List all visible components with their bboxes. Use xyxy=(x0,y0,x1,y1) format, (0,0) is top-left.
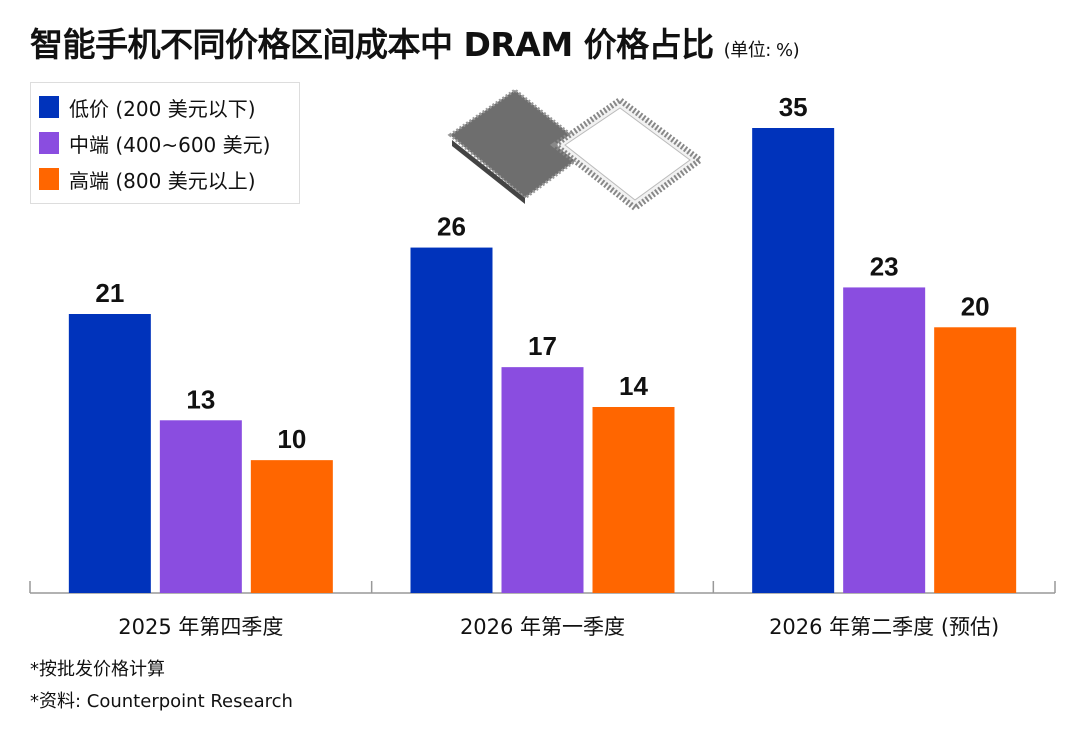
legend-label: 高端 (800 美元以上) xyxy=(69,168,256,193)
bar xyxy=(410,247,493,594)
legend-swatch xyxy=(39,96,59,118)
legend: 低价 (200 美元以下) 中端 (400~600 美元) 高端 (800 美元… xyxy=(30,82,300,204)
unit-label: (单位: %) xyxy=(723,40,800,61)
data-label: 20 xyxy=(961,291,990,321)
legend-label: 中端 (400~600 美元) xyxy=(69,132,271,157)
bar xyxy=(592,407,675,593)
legend-swatch xyxy=(39,132,59,154)
data-label: 21 xyxy=(95,278,124,308)
legend-swatch xyxy=(39,168,59,190)
footnote-wholesale: *按批发价格计算 xyxy=(30,659,165,680)
data-label: 35 xyxy=(779,92,808,122)
x-tick-label: 2025 年第四季度 xyxy=(118,615,283,639)
bar xyxy=(934,327,1017,593)
legend-item-mid: 中端 (400~600 美元) xyxy=(39,125,291,161)
chart-title: 智能手机不同价格区间成本中 DRAM 价格占比 (单位: %) xyxy=(30,18,800,66)
bar xyxy=(250,460,333,593)
data-label: 13 xyxy=(186,384,215,414)
title-text: 智能手机不同价格区间成本中 DRAM 价格占比 xyxy=(30,25,714,64)
data-label: 17 xyxy=(528,331,557,361)
legend-item-low: 低价 (200 美元以下) xyxy=(39,89,291,125)
x-tick-label: 2026 年第一季度 xyxy=(460,615,625,639)
footnote-source: *资料: Counterpoint Research xyxy=(30,691,293,712)
legend-item-high: 高端 (800 美元以上) xyxy=(39,161,291,197)
bar xyxy=(501,367,584,593)
data-label: 14 xyxy=(619,371,648,401)
x-tick-label: 2026 年第二季度 (预估) xyxy=(769,615,999,639)
data-label: 10 xyxy=(277,424,306,454)
bar xyxy=(159,420,242,593)
bar xyxy=(752,128,835,593)
dram-chip-illustration xyxy=(447,88,706,212)
bar xyxy=(843,287,926,593)
data-label: 26 xyxy=(437,212,466,242)
data-label: 23 xyxy=(870,251,899,281)
bar xyxy=(68,314,151,593)
legend-label: 低价 (200 美元以下) xyxy=(69,96,256,121)
